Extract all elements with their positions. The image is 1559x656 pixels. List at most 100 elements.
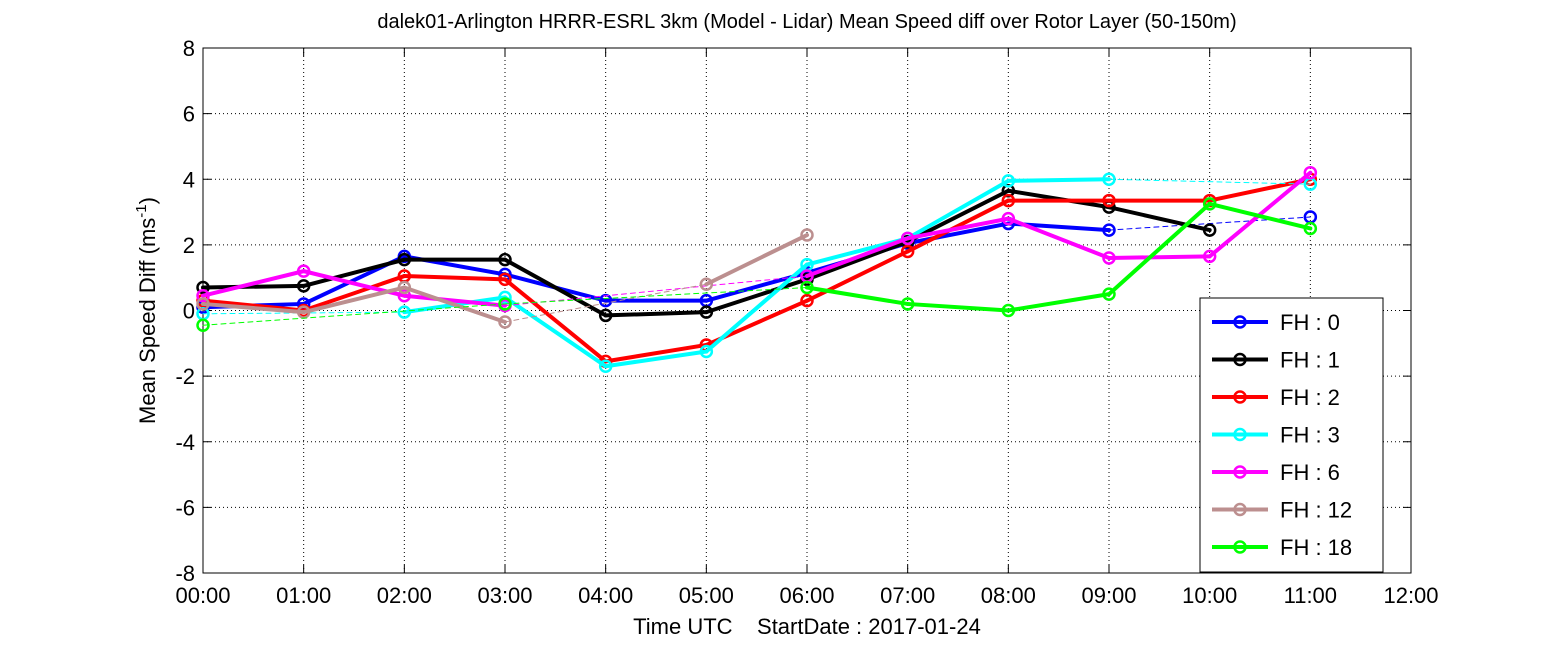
y-tick-label: -6 [175, 495, 195, 520]
data-point [900, 231, 915, 246]
series-line [603, 310, 709, 318]
data-point [598, 308, 613, 323]
legend-marker [1233, 502, 1247, 517]
axis-ticks: 00:00 01:00 02:00 03:00 04:00 05:00 06:00 07:00… [175, 36, 1438, 608]
series-line [201, 301, 306, 315]
legend-marker [1233, 390, 1247, 404]
series-line [1107, 254, 1212, 260]
legend-marker [1233, 427, 1247, 442]
series-line [1006, 177, 1111, 183]
series-fh-12 [196, 228, 814, 329]
y-tick-label: 2 [183, 233, 195, 258]
series-line [704, 233, 809, 287]
series-line [704, 262, 809, 354]
data-point [598, 359, 613, 374]
y-tick-label: 8 [183, 36, 195, 61]
series-line [805, 249, 910, 303]
legend-marker [1233, 540, 1247, 554]
y-tick-label: 6 [183, 102, 195, 127]
legend-marker [1233, 352, 1247, 367]
series-line [503, 295, 608, 369]
series-line [1107, 205, 1212, 233]
data-point [196, 318, 210, 333]
series-line [603, 342, 709, 364]
data-point [498, 290, 512, 305]
series-line [1207, 201, 1313, 231]
data-point [800, 228, 814, 242]
y-tick-label: -8 [175, 561, 195, 586]
series-fh-18 [196, 197, 1318, 333]
x-tick-label: 05:00 [679, 583, 734, 608]
series-line [503, 277, 608, 364]
legend-label: FH : 18 [1280, 535, 1352, 560]
chart-title: dalek01-Arlington HRRR-ESRL 3km (Model -… [377, 11, 1236, 33]
data-point [1001, 193, 1016, 208]
y-axis-label: Mean Speed Diff (ms-1) [133, 197, 160, 424]
y-axis-label-unit-exponent: -1 [133, 204, 150, 217]
x-tick-label: 10:00 [1182, 583, 1237, 608]
legend: FH : 0 FH : 1 FH : 2 FH : 3 FH : 6 FH : 12 FH … [1199, 297, 1384, 573]
legend-label: FH : 2 [1280, 385, 1340, 410]
data-point [498, 297, 512, 311]
series-line [402, 293, 507, 308]
x-tick-label: 01:00 [276, 583, 331, 608]
legend-marker [1233, 315, 1247, 329]
data-point [196, 288, 210, 303]
series-line [1006, 216, 1111, 260]
series-line [805, 239, 910, 282]
series-gap-line [504, 283, 707, 323]
series-line [402, 285, 507, 324]
series-line [1006, 292, 1111, 313]
data-point [397, 280, 412, 295]
data-point [1202, 197, 1217, 211]
y-tick-label: -4 [175, 430, 195, 455]
data-point [1102, 251, 1116, 265]
legend-label: FH : 0 [1280, 310, 1340, 335]
legend-marker [1233, 465, 1247, 479]
data-point [800, 293, 814, 308]
y-tick-label: -2 [175, 364, 195, 389]
series-line [603, 349, 709, 369]
data-point [1102, 223, 1116, 237]
data-point [1001, 174, 1016, 188]
data-point [1202, 249, 1217, 264]
data-point [397, 288, 412, 303]
series-line [301, 257, 407, 288]
data-point [196, 297, 210, 311]
series-gap-line [504, 287, 808, 305]
data-point [1102, 172, 1116, 186]
series-fh-3 [196, 172, 1318, 374]
data-point [397, 252, 412, 267]
x-tick-label: 09:00 [1081, 583, 1136, 608]
y-axis-label-close: ) [135, 197, 160, 204]
series-fh-6 [196, 165, 1318, 313]
data-point [699, 344, 714, 359]
data-point [900, 244, 915, 259]
data-point [1303, 221, 1318, 236]
data-point [397, 305, 412, 319]
x-tick-label: 03:00 [477, 583, 532, 608]
legend-label: FH : 3 [1280, 423, 1340, 448]
data-point [1001, 211, 1016, 226]
series-line [301, 274, 407, 313]
x-tick-label: 08:00 [981, 583, 1036, 608]
series-line [402, 274, 507, 282]
series-gap-line [202, 303, 506, 326]
data-point [498, 315, 512, 329]
series-line [805, 285, 910, 306]
data-point [1102, 287, 1116, 301]
x-tick-label: 06:00 [779, 583, 834, 608]
data-point [1001, 303, 1016, 318]
legend-label: FH : 6 [1280, 460, 1340, 485]
x-tick-label: 00:00 [175, 583, 230, 608]
series-line [805, 236, 910, 279]
x-tick-label: 02:00 [377, 583, 432, 608]
x-tick-label: 04:00 [578, 583, 633, 608]
x-tick-label: 07:00 [880, 583, 935, 608]
data-point [1303, 165, 1318, 180]
series-line [1207, 177, 1313, 203]
x-axis-label: Time UTC StartDate : 2017-01-24 [633, 614, 981, 639]
data-point [196, 280, 210, 295]
series-gap-line [1108, 178, 1311, 185]
